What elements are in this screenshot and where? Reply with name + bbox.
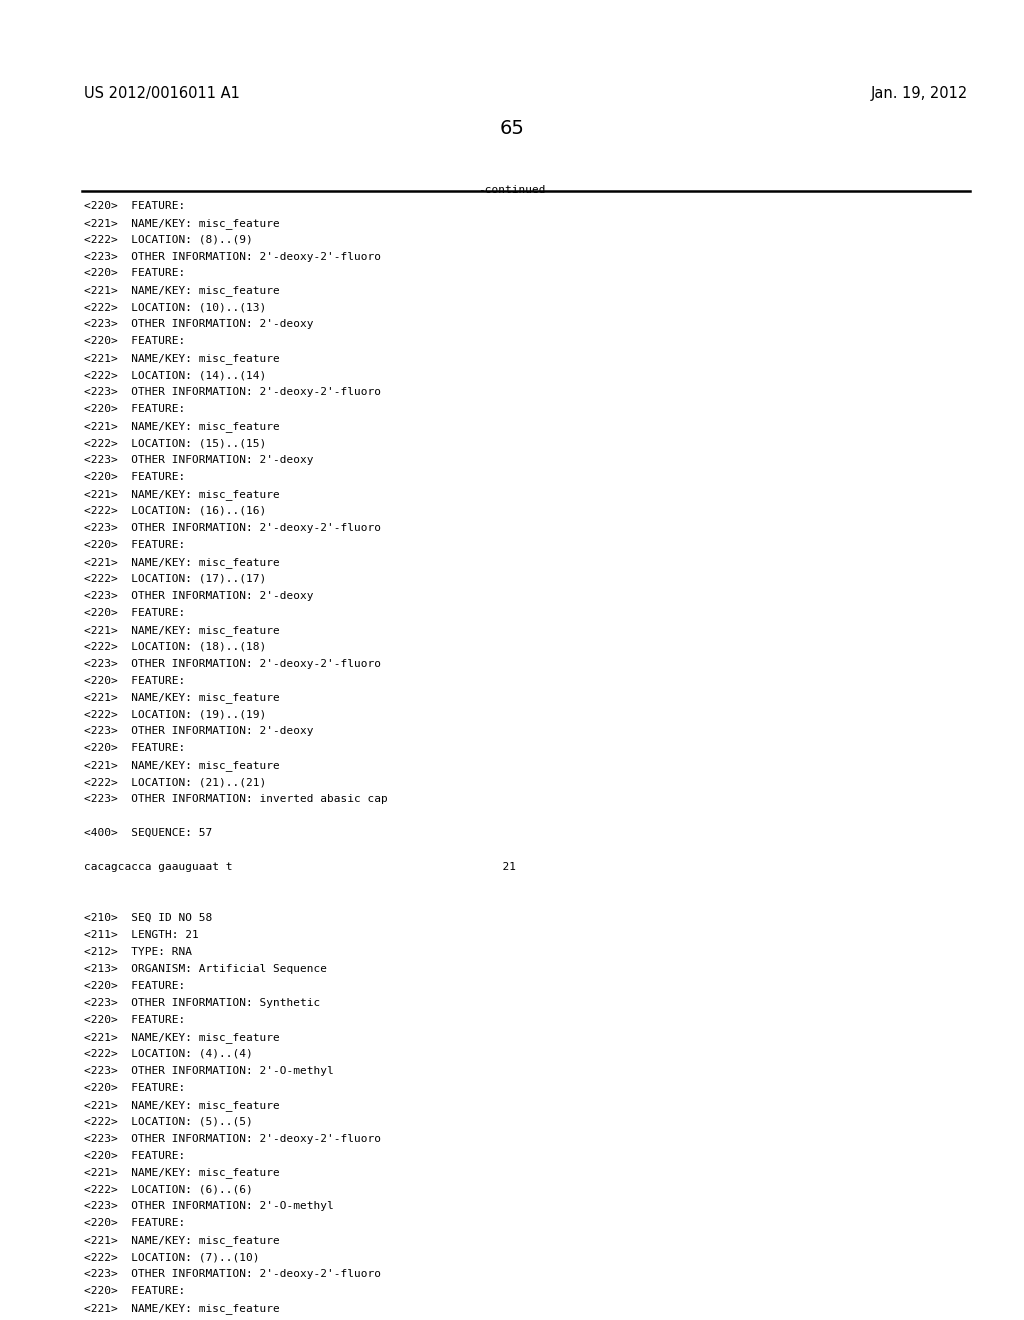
Text: <223>  OTHER INFORMATION: 2'-deoxy: <223> OTHER INFORMATION: 2'-deoxy (84, 455, 313, 465)
Text: <223>  OTHER INFORMATION: 2'-deoxy: <223> OTHER INFORMATION: 2'-deoxy (84, 726, 313, 737)
Text: <222>  LOCATION: (16)..(16): <222> LOCATION: (16)..(16) (84, 506, 266, 516)
Text: <223>  OTHER INFORMATION: 2'-O-methyl: <223> OTHER INFORMATION: 2'-O-methyl (84, 1201, 334, 1212)
Text: <222>  LOCATION: (10)..(13): <222> LOCATION: (10)..(13) (84, 302, 266, 313)
Text: <220>  FEATURE:: <220> FEATURE: (84, 743, 185, 754)
Text: <222>  LOCATION: (15)..(15): <222> LOCATION: (15)..(15) (84, 438, 266, 447)
Text: <222>  LOCATION: (21)..(21): <222> LOCATION: (21)..(21) (84, 777, 266, 787)
Text: <222>  LOCATION: (19)..(19): <222> LOCATION: (19)..(19) (84, 710, 266, 719)
Text: <223>  OTHER INFORMATION: 2'-deoxy-2'-fluoro: <223> OTHER INFORMATION: 2'-deoxy-2'-flu… (84, 252, 381, 261)
Text: <220>  FEATURE:: <220> FEATURE: (84, 1218, 185, 1229)
Text: <222>  LOCATION: (14)..(14): <222> LOCATION: (14)..(14) (84, 370, 266, 380)
Text: <223>  OTHER INFORMATION: 2'-deoxy-2'-fluoro: <223> OTHER INFORMATION: 2'-deoxy-2'-flu… (84, 659, 381, 669)
Text: <220>  FEATURE:: <220> FEATURE: (84, 1151, 185, 1160)
Text: <223>  OTHER INFORMATION: 2'-deoxy-2'-fluoro: <223> OTHER INFORMATION: 2'-deoxy-2'-flu… (84, 523, 381, 533)
Text: <220>  FEATURE:: <220> FEATURE: (84, 473, 185, 482)
Text: <221>  NAME/KEY: misc_feature: <221> NAME/KEY: misc_feature (84, 1100, 280, 1110)
Text: <221>  NAME/KEY: misc_feature: <221> NAME/KEY: misc_feature (84, 218, 280, 228)
Text: <221>  NAME/KEY: misc_feature: <221> NAME/KEY: misc_feature (84, 421, 280, 432)
Text: cacagcacca gaauguaat t                                        21: cacagcacca gaauguaat t 21 (84, 862, 516, 873)
Text: <221>  NAME/KEY: misc_feature: <221> NAME/KEY: misc_feature (84, 354, 280, 364)
Text: <210>  SEQ ID NO 58: <210> SEQ ID NO 58 (84, 913, 212, 923)
Text: <221>  NAME/KEY: misc_feature: <221> NAME/KEY: misc_feature (84, 488, 280, 500)
Text: <222>  LOCATION: (7)..(10): <222> LOCATION: (7)..(10) (84, 1253, 259, 1262)
Text: <223>  OTHER INFORMATION: inverted abasic cap: <223> OTHER INFORMATION: inverted abasic… (84, 795, 388, 804)
Text: <222>  LOCATION: (17)..(17): <222> LOCATION: (17)..(17) (84, 574, 266, 583)
Text: <220>  FEATURE:: <220> FEATURE: (84, 540, 185, 550)
Text: <220>  FEATURE:: <220> FEATURE: (84, 337, 185, 346)
Text: <213>  ORGANISM: Artificial Sequence: <213> ORGANISM: Artificial Sequence (84, 964, 327, 974)
Text: <221>  NAME/KEY: misc_feature: <221> NAME/KEY: misc_feature (84, 624, 280, 636)
Text: <221>  NAME/KEY: misc_feature: <221> NAME/KEY: misc_feature (84, 1167, 280, 1179)
Text: <220>  FEATURE:: <220> FEATURE: (84, 268, 185, 279)
Text: <220>  FEATURE:: <220> FEATURE: (84, 981, 185, 991)
Text: US 2012/0016011 A1: US 2012/0016011 A1 (84, 86, 240, 100)
Text: <221>  NAME/KEY: misc_feature: <221> NAME/KEY: misc_feature (84, 285, 280, 297)
Text: <221>  NAME/KEY: misc_feature: <221> NAME/KEY: misc_feature (84, 1236, 280, 1246)
Text: <221>  NAME/KEY: misc_feature: <221> NAME/KEY: misc_feature (84, 1032, 280, 1043)
Text: <223>  OTHER INFORMATION: 2'-deoxy: <223> OTHER INFORMATION: 2'-deoxy (84, 319, 313, 330)
Text: <220>  FEATURE:: <220> FEATURE: (84, 1286, 185, 1296)
Text: <223>  OTHER INFORMATION: 2'-deoxy-2'-fluoro: <223> OTHER INFORMATION: 2'-deoxy-2'-flu… (84, 1134, 381, 1143)
Text: <220>  FEATURE:: <220> FEATURE: (84, 607, 185, 618)
Text: <220>  FEATURE:: <220> FEATURE: (84, 1082, 185, 1093)
Text: Jan. 19, 2012: Jan. 19, 2012 (870, 86, 968, 100)
Text: <400>  SEQUENCE: 57: <400> SEQUENCE: 57 (84, 828, 212, 838)
Text: <221>  NAME/KEY: misc_feature: <221> NAME/KEY: misc_feature (84, 760, 280, 771)
Text: <223>  OTHER INFORMATION: 2'-O-methyl: <223> OTHER INFORMATION: 2'-O-methyl (84, 1065, 334, 1076)
Text: 65: 65 (500, 119, 524, 137)
Text: <223>  OTHER INFORMATION: 2'-deoxy-2'-fluoro: <223> OTHER INFORMATION: 2'-deoxy-2'-flu… (84, 1270, 381, 1279)
Text: <223>  OTHER INFORMATION: 2'-deoxy: <223> OTHER INFORMATION: 2'-deoxy (84, 591, 313, 601)
Text: <211>  LENGTH: 21: <211> LENGTH: 21 (84, 931, 199, 940)
Text: <223>  OTHER INFORMATION: 2'-deoxy-2'-fluoro: <223> OTHER INFORMATION: 2'-deoxy-2'-flu… (84, 387, 381, 397)
Text: <222>  LOCATION: (4)..(4): <222> LOCATION: (4)..(4) (84, 1049, 253, 1059)
Text: <220>  FEATURE:: <220> FEATURE: (84, 676, 185, 685)
Text: <222>  LOCATION: (6)..(6): <222> LOCATION: (6)..(6) (84, 1184, 253, 1195)
Text: <221>  NAME/KEY: misc_feature: <221> NAME/KEY: misc_feature (84, 1303, 280, 1315)
Text: <212>  TYPE: RNA: <212> TYPE: RNA (84, 946, 191, 957)
Text: <221>  NAME/KEY: misc_feature: <221> NAME/KEY: misc_feature (84, 693, 280, 704)
Text: <220>  FEATURE:: <220> FEATURE: (84, 404, 185, 414)
Text: <222>  LOCATION: (18)..(18): <222> LOCATION: (18)..(18) (84, 642, 266, 652)
Text: <222>  LOCATION: (5)..(5): <222> LOCATION: (5)..(5) (84, 1117, 253, 1126)
Text: <221>  NAME/KEY: misc_feature: <221> NAME/KEY: misc_feature (84, 557, 280, 568)
Text: <220>  FEATURE:: <220> FEATURE: (84, 201, 185, 211)
Text: -continued: -continued (478, 185, 546, 195)
Text: <223>  OTHER INFORMATION: Synthetic: <223> OTHER INFORMATION: Synthetic (84, 998, 321, 1008)
Text: <222>  LOCATION: (8)..(9): <222> LOCATION: (8)..(9) (84, 235, 253, 244)
Text: <220>  FEATURE:: <220> FEATURE: (84, 1015, 185, 1024)
